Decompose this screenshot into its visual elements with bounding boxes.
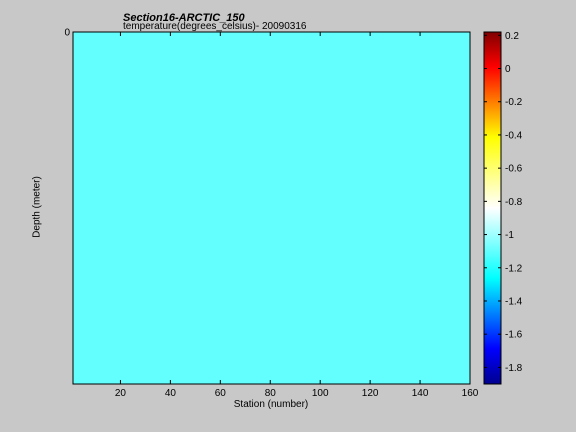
axis-ticks: 204060801001201401600-500-1000-1500-2000… (64, 28, 479, 400)
x-tick-label: 160 (462, 388, 479, 399)
x-tick-label: 20 (115, 388, 127, 399)
colorbar-tick-label: 0 (505, 64, 511, 75)
axes-frame (72, 31, 471, 385)
x-tick-label: 40 (165, 388, 177, 399)
chart-subtitle: temperature(degrees_celsius)- 20090316 (123, 21, 307, 32)
y-tick-label: 0 (64, 28, 70, 39)
x-tick-label: 80 (265, 388, 277, 399)
colorbar-tick-label: -0.8 (505, 197, 523, 208)
colorbar-ticks: 0.2 0 -0.2 -0.4 -0.6 -0.8 -1 -1.2 -1.4 -1.6 -1.8 (484, 31, 523, 374)
colorbar-tick-label: 0.2 (505, 31, 519, 42)
seafloor (73, 0, 470, 30)
colorbar-tick-label: -0.4 (505, 130, 523, 141)
x-tick-label: 120 (362, 388, 379, 399)
colorbar-tick-label: -1.8 (505, 363, 523, 374)
x-tick-label: 60 (215, 388, 227, 399)
x-tick-label: 140 (412, 388, 429, 399)
colorbar-tick-label: -1.2 (505, 263, 523, 274)
x-tick-label: 100 (312, 388, 329, 399)
colorbar-tick-label: -0.6 (505, 164, 523, 175)
seafloor-mask (73, 0, 470, 30)
colorbar-tick-label: -1 (505, 230, 514, 241)
temperature-field (73, 32, 470, 384)
chart-title: Section16-ARCTIC_150 (123, 12, 245, 24)
colorbar-tick-label: -0.2 (505, 97, 523, 108)
x-axis-label: Station (number) (233, 399, 309, 410)
colorbar-tick-label: -1.6 (505, 330, 523, 341)
colorbar (483, 31, 502, 385)
colorbar-tick-label: -1.4 (505, 296, 523, 307)
